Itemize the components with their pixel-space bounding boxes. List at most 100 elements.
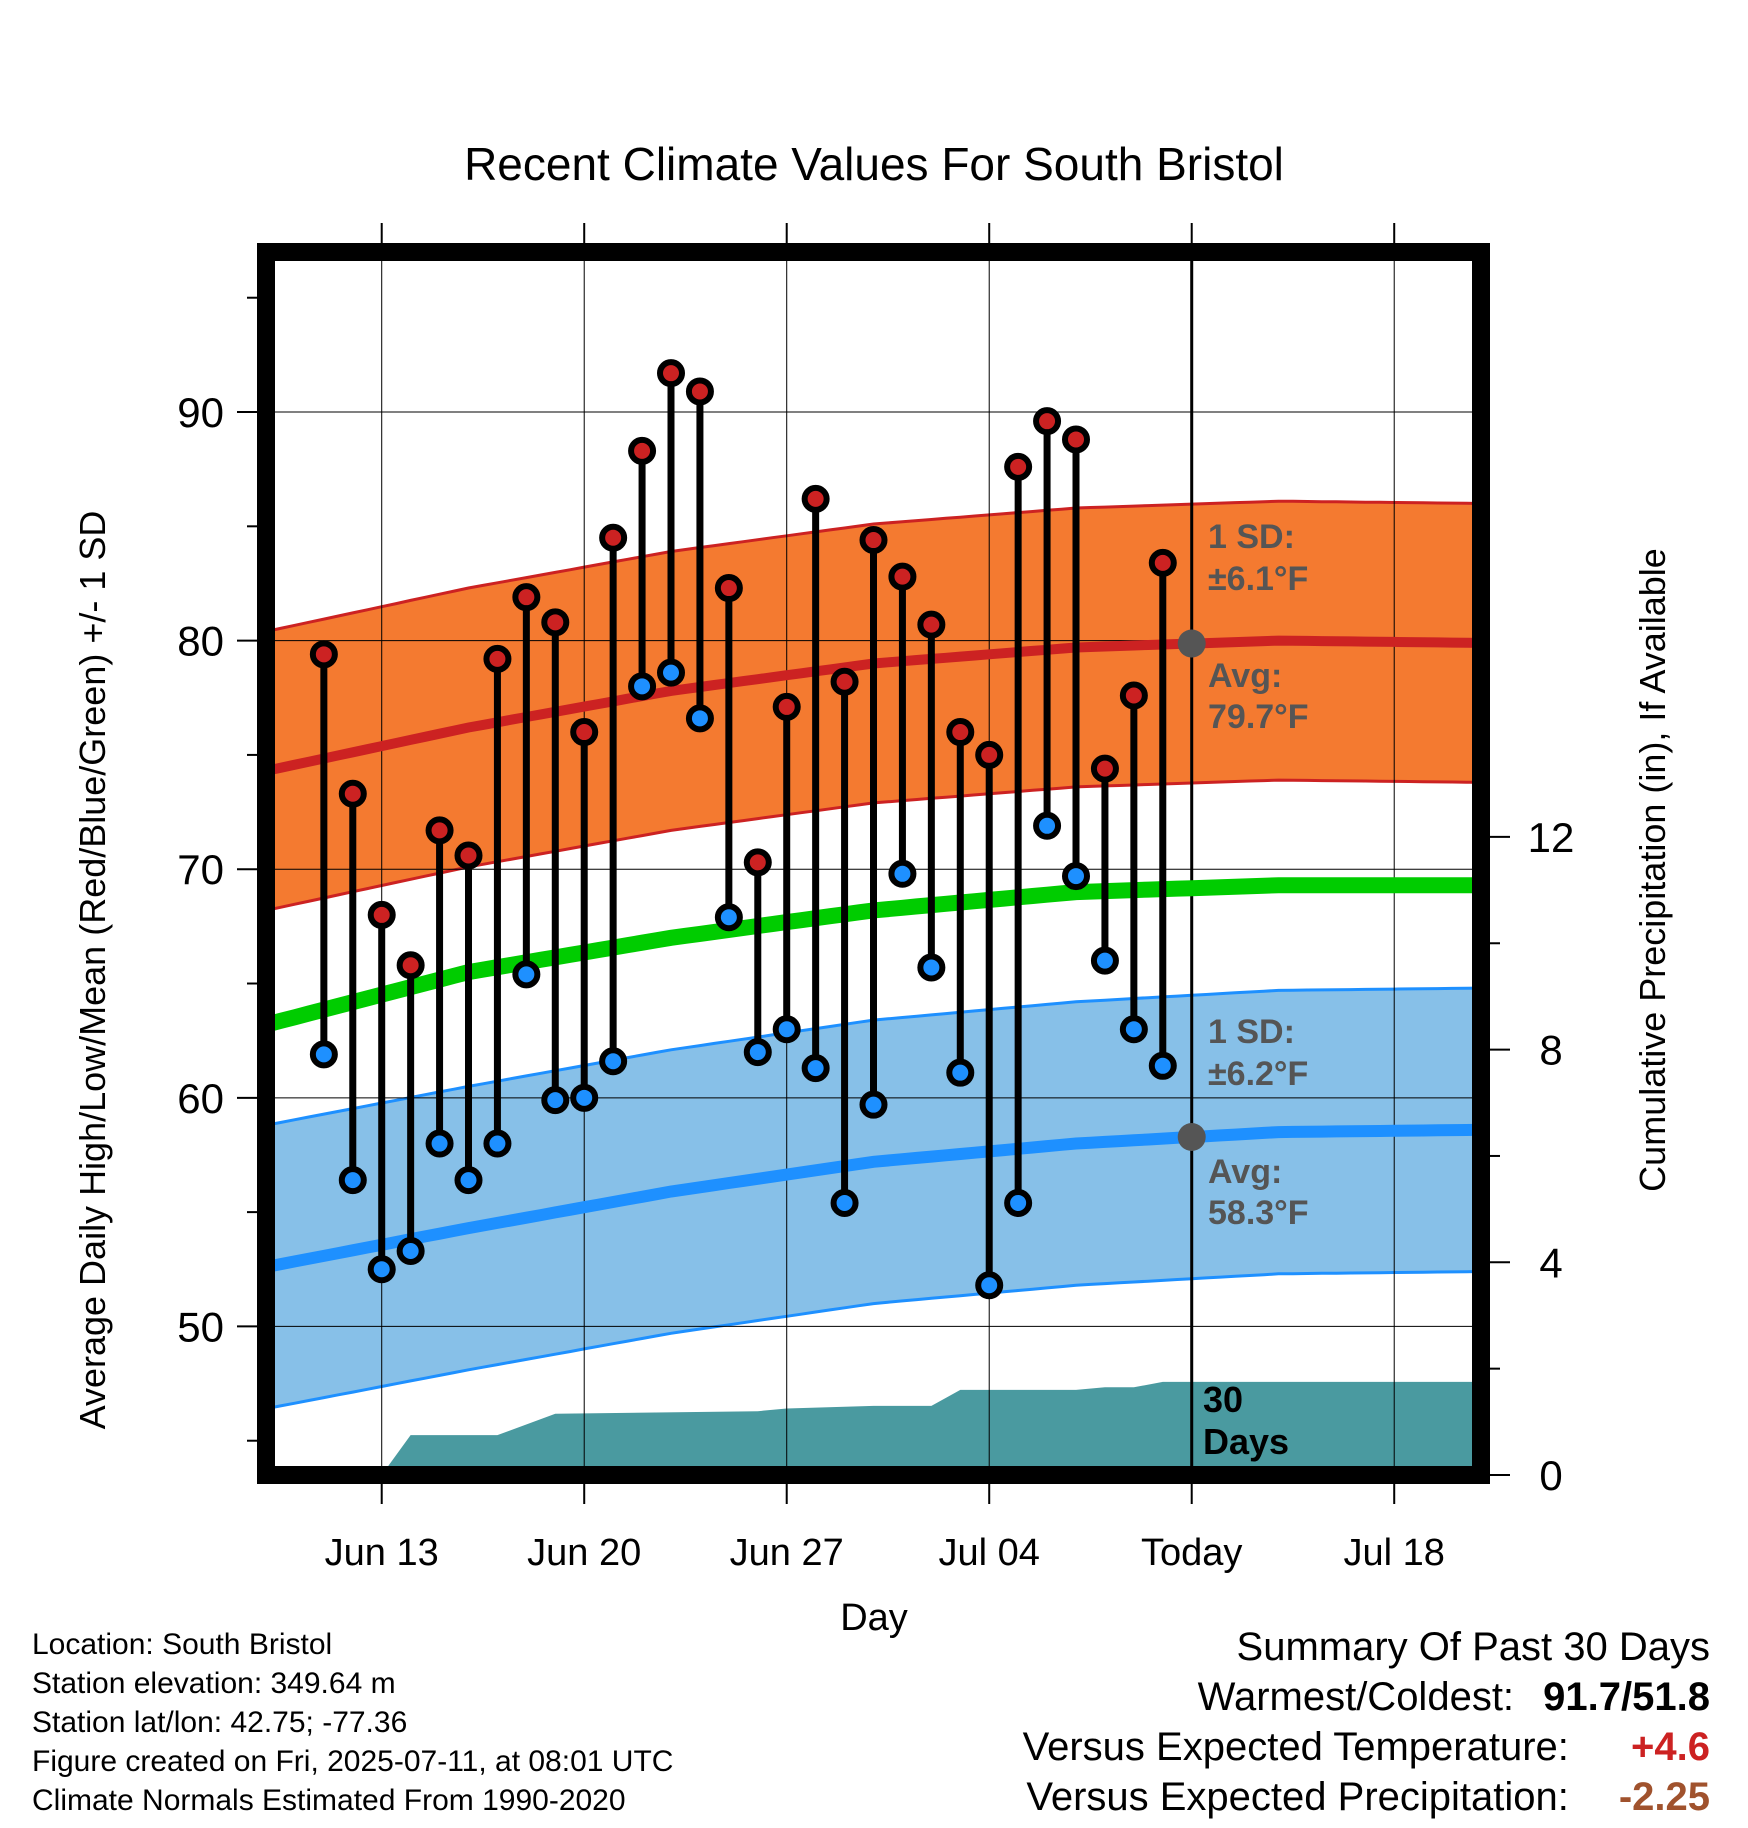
x-tick-label: Jun 13 <box>325 1532 439 1574</box>
summary-precip: Versus Expected Precipitation: -2.25 <box>1023 1772 1710 1822</box>
created-text: Figure created on Fri, 2025-07-11, at 08… <box>32 1745 674 1778</box>
daily-low-point <box>946 1058 975 1087</box>
daily-low-point <box>599 1047 628 1076</box>
daily-low-point <box>309 1040 338 1069</box>
daily-high-point <box>714 574 743 603</box>
annotations: 1 SD: ±6.1°F Avg: 79.7°F 1 SD: ±6.2°F Av… <box>1203 518 1309 1462</box>
plot-frame <box>257 243 1490 1484</box>
y2-tick-label: 0 <box>1539 1452 1562 1499</box>
daily-high-point <box>743 848 772 877</box>
warm-cold-label: Warmest/Coldest: <box>1197 1675 1515 1719</box>
daily-low-point <box>425 1129 454 1158</box>
high-sd-upper-edge <box>265 499 1482 633</box>
precip-value: -2.25 <box>1618 1775 1710 1819</box>
axes: 50 60 70 80 90 0 4 8 12 Jun 13 Jun 20 Jun 27 Jul 04 T… <box>177 223 1574 1574</box>
days-label-number: 30 <box>1203 1379 1243 1420</box>
plot-area <box>263 252 1482 1475</box>
high-avg-value: 79.7°F <box>1208 698 1309 736</box>
warm-cold-value: 91.7/51.8 <box>1543 1675 1710 1719</box>
normals-text: Climate Normals Estimated From 1990-2020 <box>32 1784 626 1817</box>
temp-value: +4.6 <box>1631 1725 1710 1769</box>
latlon-text: Station lat/lon: 42.75; -77.36 <box>32 1706 408 1739</box>
daily-low-point <box>338 1166 367 1195</box>
daily-high-point <box>570 718 599 747</box>
daily-low-point <box>1090 946 1119 975</box>
x-axis-label: Day <box>840 1597 908 1639</box>
days-label-text: Days <box>1203 1421 1289 1462</box>
daily-low-point <box>801 1054 830 1083</box>
low-avg-value: 58.3°F <box>1208 1194 1309 1232</box>
summary-panel: Summary Of Past 30 Days Warmest/Coldest:… <box>1023 1622 1710 1822</box>
y-tick-label: 90 <box>177 389 224 436</box>
x-tick-label: Today <box>1141 1532 1242 1574</box>
daily-low-point <box>396 1236 425 1265</box>
daily-high-point <box>772 692 801 721</box>
y2-tick-label: 12 <box>1528 814 1575 861</box>
temp-label: Versus Expected Temperature: <box>1022 1725 1569 1769</box>
daily-low-point <box>975 1271 1004 1300</box>
y2-tick-label: 4 <box>1539 1239 1562 1286</box>
y2-tick-label: 8 <box>1539 1027 1562 1074</box>
y2-axis-label: Cumulative Precipitation (in), If Availa… <box>1632 548 1673 1192</box>
y-axis-label: Average Daily High/Low/Mean (Red/Blue/Gr… <box>72 511 113 1430</box>
y-tick-label: 70 <box>177 846 224 893</box>
daily-high-point <box>859 526 888 555</box>
high-sd-value: ±6.1°F <box>1208 560 1308 598</box>
high-sd-title: 1 SD: <box>1208 518 1295 556</box>
daily-high-point <box>1148 548 1177 577</box>
daily-high-point <box>599 523 628 552</box>
daily-high-point <box>1090 754 1119 783</box>
daily-high-point <box>917 610 946 639</box>
daily-high-point <box>657 359 685 388</box>
daily-high-point <box>888 562 917 591</box>
daily-high-point <box>830 667 859 696</box>
daily-high-point <box>309 640 338 669</box>
x-tick-label: Jun 20 <box>527 1532 641 1574</box>
daily-high-point <box>483 644 512 673</box>
elevation-text: Station elevation: 349.64 m <box>32 1667 396 1700</box>
x-tick-label: Jul 18 <box>1344 1532 1445 1574</box>
today-high-normal-marker <box>1177 629 1206 658</box>
today-low-normal-marker <box>1177 1123 1206 1152</box>
precip-area <box>266 1381 1481 1475</box>
daily-low-point <box>859 1090 888 1119</box>
daily-high-point <box>396 951 425 980</box>
observations <box>309 359 1177 1300</box>
daily-low-point <box>888 859 917 888</box>
daily-high-point <box>946 718 975 747</box>
daily-low-point <box>657 658 685 687</box>
low-sd-title: 1 SD: <box>1208 1013 1295 1051</box>
daily-low-point <box>1004 1188 1033 1217</box>
daily-low-point <box>714 903 743 932</box>
daily-high-point <box>975 740 1004 769</box>
summary-title: Summary Of Past 30 Days <box>1236 1625 1710 1669</box>
y-tick-label: 60 <box>177 1075 224 1122</box>
daily-high-point <box>338 779 367 808</box>
daily-high-point <box>801 484 830 513</box>
daily-high-point <box>367 900 396 929</box>
daily-high-point <box>685 377 714 406</box>
daily-low-point <box>512 960 541 989</box>
daily-high-point <box>425 816 454 845</box>
daily-low-point <box>1119 1015 1148 1044</box>
daily-low-point <box>541 1086 570 1115</box>
station-info: Location: South Bristol Station elevatio… <box>32 1625 673 1820</box>
chart-title: Recent Climate Values For South Bristol <box>464 138 1284 190</box>
daily-high-point <box>512 583 541 612</box>
low-normal-line <box>264 1123 1482 1273</box>
daily-low-point <box>1033 811 1062 840</box>
daily-high-point <box>1033 407 1062 436</box>
daily-low-point <box>628 672 657 701</box>
daily-high-point <box>628 436 657 465</box>
daily-low-point <box>570 1083 599 1112</box>
daily-low-point <box>917 953 946 982</box>
y-tick-label: 80 <box>177 618 224 665</box>
daily-low-point <box>483 1129 512 1158</box>
low-sd-value: ±6.2°F <box>1208 1055 1308 1093</box>
x-tick-label: Jul 04 <box>939 1532 1040 1574</box>
daily-low-point <box>454 1166 483 1195</box>
daily-low-point <box>743 1038 772 1067</box>
location-text: Location: South Bristol <box>32 1628 333 1661</box>
daily-low-point <box>1062 862 1090 891</box>
y-tick-label: 50 <box>177 1303 224 1350</box>
